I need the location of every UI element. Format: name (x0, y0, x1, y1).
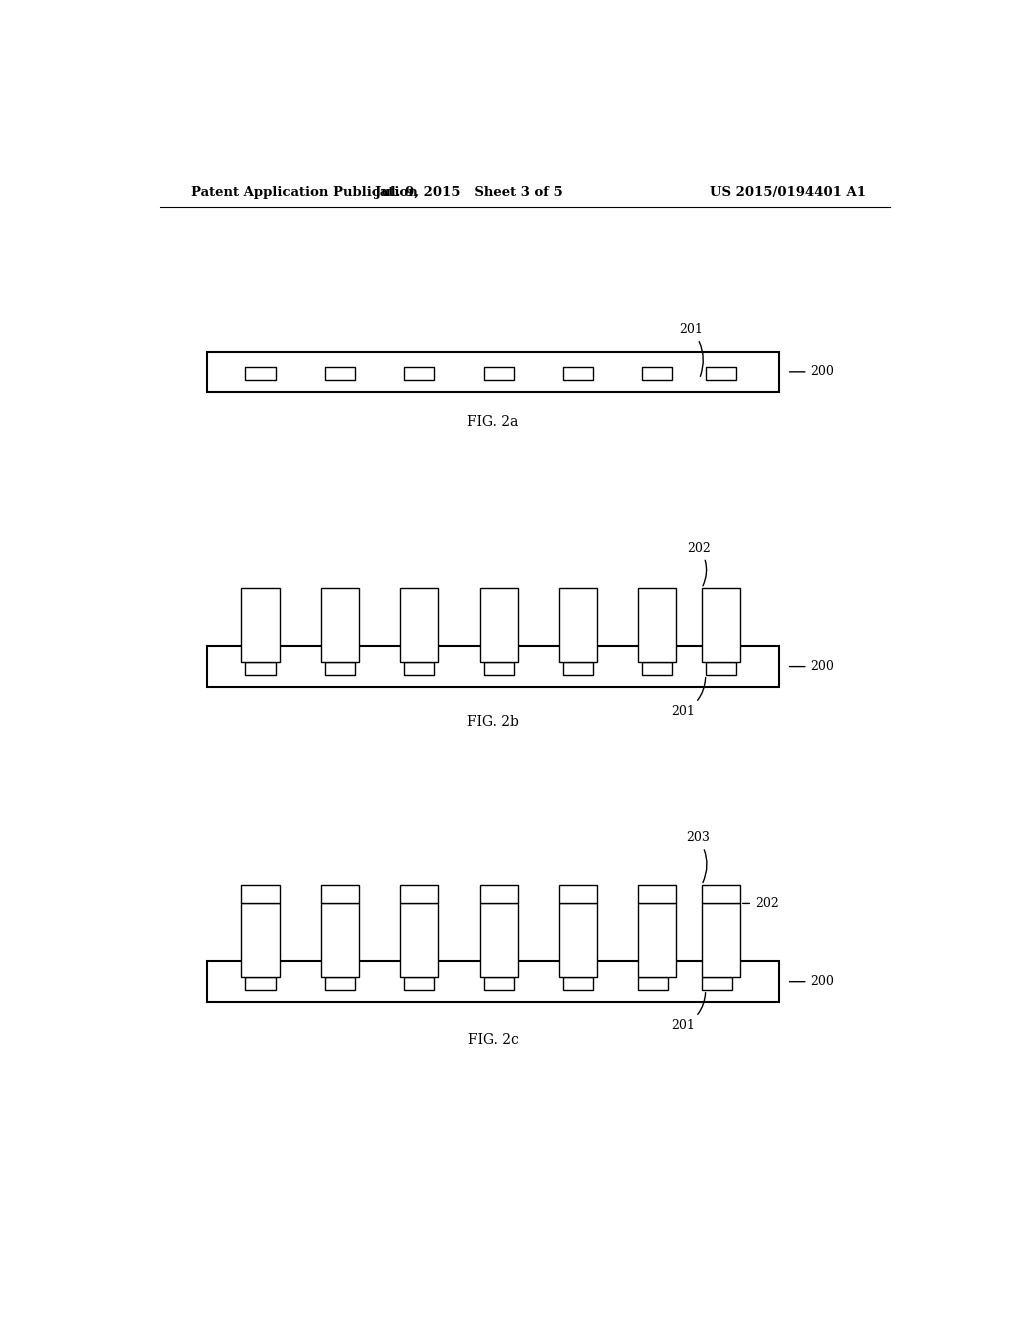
Text: 201: 201 (680, 323, 703, 376)
Bar (246, 661, 275, 675)
Text: Jul. 9, 2015   Sheet 3 of 5: Jul. 9, 2015 Sheet 3 of 5 (376, 186, 563, 199)
Bar (479, 903, 518, 977)
Text: 201: 201 (672, 993, 706, 1032)
Bar (483, 367, 514, 380)
Bar (483, 977, 514, 990)
Bar (483, 661, 514, 675)
Bar (563, 977, 593, 990)
Bar (400, 886, 438, 903)
Bar (559, 589, 597, 661)
Text: 200: 200 (790, 366, 835, 379)
Bar (701, 977, 732, 990)
Text: FIG. 2c: FIG. 2c (468, 1032, 518, 1047)
Bar (404, 977, 434, 990)
Bar (246, 977, 275, 990)
Text: FIG. 2b: FIG. 2b (467, 715, 519, 730)
Bar (701, 886, 740, 903)
Bar (207, 647, 778, 686)
Bar (479, 589, 518, 661)
Bar (642, 661, 673, 675)
Bar (706, 661, 736, 675)
Bar (321, 903, 359, 977)
Text: 201: 201 (672, 677, 706, 718)
Bar (242, 886, 280, 903)
Text: US 2015/0194401 A1: US 2015/0194401 A1 (710, 186, 866, 199)
Bar (559, 886, 597, 903)
Bar (563, 367, 593, 380)
Bar (400, 589, 438, 661)
Bar (559, 903, 597, 977)
Bar (242, 589, 280, 661)
Bar (246, 367, 275, 380)
Text: 203: 203 (686, 832, 710, 883)
Bar (325, 367, 355, 380)
Bar (563, 661, 593, 675)
Bar (400, 903, 438, 977)
Bar (404, 661, 434, 675)
Bar (706, 367, 736, 380)
Bar (404, 367, 434, 380)
Bar (638, 903, 677, 977)
Text: 202: 202 (687, 541, 712, 586)
Bar (325, 977, 355, 990)
Text: 200: 200 (790, 660, 835, 673)
Bar (321, 589, 359, 661)
Bar (638, 977, 669, 990)
Bar (207, 961, 778, 1002)
Bar (701, 589, 740, 661)
Bar (242, 903, 280, 977)
Bar (638, 589, 677, 661)
Bar (638, 886, 677, 903)
Bar (701, 903, 740, 977)
Bar (642, 367, 673, 380)
Text: Patent Application Publication: Patent Application Publication (191, 186, 418, 199)
Bar (479, 886, 518, 903)
Bar (321, 886, 359, 903)
Text: FIG. 2a: FIG. 2a (467, 414, 519, 429)
Bar (325, 661, 355, 675)
Text: 202: 202 (742, 896, 778, 909)
Text: 200: 200 (790, 975, 835, 989)
Bar (207, 351, 778, 392)
